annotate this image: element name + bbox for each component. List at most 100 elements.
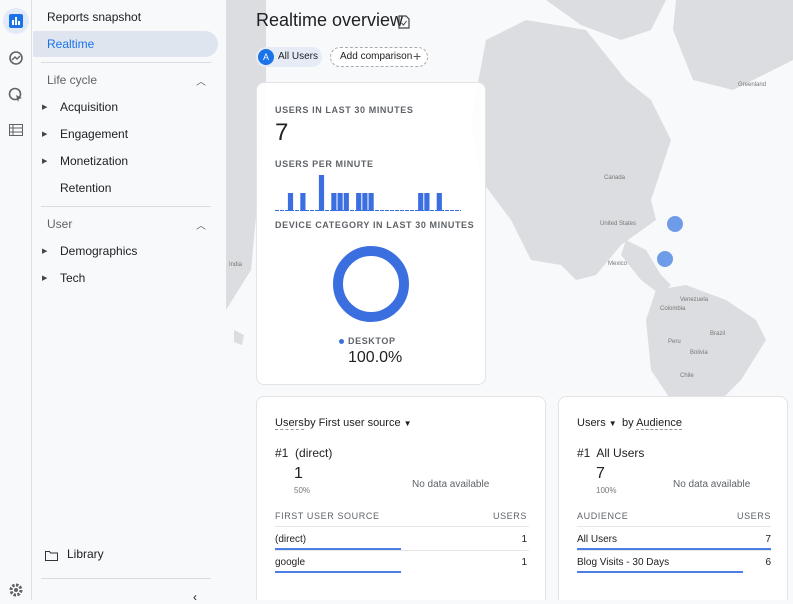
map-marker[interactable] [657, 251, 673, 267]
reports-icon[interactable] [3, 8, 29, 34]
dimension-selector[interactable]: by First user source ▼ [304, 417, 412, 429]
map-label: India [229, 262, 243, 268]
bar-minute-24[interactable] [424, 193, 430, 211]
add-comparison-label: Add comparison [340, 51, 413, 62]
map-label: Brazil [710, 331, 726, 337]
users-per-minute-chart[interactable] [275, 173, 461, 211]
row-bar [275, 571, 401, 573]
nav-acquisition[interactable]: Acquisition [60, 100, 119, 114]
divider [41, 62, 211, 63]
icon-rail [0, 0, 32, 600]
map-label: Peru [668, 339, 681, 345]
map-label: Mexico [608, 261, 628, 267]
map-landmass-arctic [546, 0, 666, 40]
map-landmass-asia [226, 0, 266, 310]
bar-minute-26[interactable] [436, 193, 442, 211]
no-data-text: No data available [412, 479, 490, 490]
list-icon[interactable] [3, 117, 29, 143]
nav-monetization[interactable]: Monetization [60, 154, 129, 168]
nav-realtime[interactable]: Realtime [33, 31, 218, 57]
divider [41, 206, 211, 207]
section-user[interactable]: User [47, 217, 73, 231]
bar-minute-4[interactable] [300, 193, 306, 211]
audience-chip[interactable]: A All Users [256, 47, 322, 67]
map-label: United States [600, 221, 637, 227]
bar-minute-13[interactable] [356, 193, 362, 211]
table-row-label[interactable]: All Users [577, 534, 618, 545]
row-bar [275, 548, 401, 550]
nav-tech[interactable]: Tech [60, 271, 86, 285]
add-comparison-button[interactable]: Add comparison + [330, 47, 428, 67]
bar-minute-11[interactable] [343, 193, 349, 211]
first-user-source-card: Users by First user source ▼ #1 (direct)… [256, 396, 546, 600]
device-value: 100.0% [348, 349, 403, 366]
chevron-up-icon[interactable]: ︿ [196, 77, 206, 88]
expand-arrow-icon[interactable]: ▶ [42, 158, 48, 165]
map-landmass-srilanka [234, 330, 244, 345]
expand-arrow-icon[interactable]: ▶ [42, 104, 48, 111]
top-item: #1 All Users [577, 446, 645, 460]
map-label: Chile [680, 373, 694, 379]
table-row-label[interactable]: google [275, 557, 306, 568]
column-header: USERS [492, 511, 527, 521]
bar-minute-15[interactable] [368, 193, 374, 211]
nav-demographics[interactable]: Demographics [60, 244, 138, 258]
bar-minute-10[interactable] [337, 193, 343, 211]
legend-dot [339, 339, 344, 344]
per-minute-label: USERS PER MINUTE [275, 159, 374, 169]
bar-minute-7[interactable] [318, 175, 325, 211]
map-landmass-central-america [621, 240, 671, 295]
top-value: 7 [596, 465, 605, 482]
top-percent: 100% [596, 486, 617, 495]
column-header: USERS [736, 511, 771, 521]
collapse-icon[interactable]: ‹ [193, 590, 197, 604]
map-label: Canada [604, 175, 626, 181]
folder-icon [45, 548, 58, 566]
nav-engagement[interactable]: Engagement [60, 127, 129, 141]
bar-minute-2[interactable] [287, 193, 294, 211]
users-label: USERS IN LAST 30 MINUTES [275, 105, 414, 115]
world-map[interactable] [226, 0, 793, 600]
map-label: Venezuela [680, 297, 709, 303]
table-row-value: 7 [765, 534, 771, 545]
users-value: 7 [275, 119, 289, 146]
top-value: 1 [294, 465, 303, 482]
top-item: #1 (direct) [275, 446, 333, 460]
map-label: Greenland [738, 82, 767, 88]
chevron-up-icon[interactable]: ︿ [196, 221, 206, 232]
nav-retention[interactable]: Retention [60, 181, 112, 195]
nav-library[interactable]: Library [67, 547, 104, 561]
table-row-label[interactable]: (direct) [275, 534, 307, 545]
device-donut-chart[interactable] [330, 243, 412, 325]
no-data-text: No data available [673, 479, 751, 490]
section-lifecycle[interactable]: Life cycle [47, 73, 98, 87]
expand-arrow-icon[interactable]: ▶ [42, 275, 48, 282]
advertising-icon[interactable] [3, 82, 29, 108]
map-landmass-north-america [471, 20, 671, 280]
metric-selector[interactable]: Users ▼ [577, 417, 617, 429]
row-bar [577, 548, 771, 550]
report-status-icon[interactable] [398, 15, 410, 34]
device-legend: DESKTOP [348, 336, 396, 346]
settings-icon[interactable] [3, 577, 29, 603]
bar-minute-9[interactable] [331, 193, 337, 211]
explore-icon[interactable] [3, 45, 29, 71]
sidebar-nav: Reports snapshot Realtime Life cycle ︿ ▶… [33, 0, 226, 604]
bar-minute-23[interactable] [418, 193, 424, 211]
divider [41, 578, 211, 579]
table-row-label[interactable]: Blog Visits - 30 Days [577, 557, 670, 568]
bar-minute-14[interactable] [362, 193, 368, 211]
metric-selector[interactable]: Users [275, 417, 304, 430]
map-marker[interactable] [667, 216, 683, 232]
audience-label: All Users [278, 51, 319, 62]
table-row-value: 1 [521, 534, 527, 545]
donut-slice-desktop [333, 246, 409, 322]
expand-arrow-icon[interactable]: ▶ [42, 131, 48, 138]
row-bar [577, 571, 744, 573]
audience-avatar: A [258, 49, 274, 65]
main-content: Greenland Canada United States Mexico Ve… [226, 0, 793, 600]
nav-reports-snapshot[interactable]: Reports snapshot [47, 10, 142, 24]
expand-arrow-icon[interactable]: ▶ [42, 248, 48, 255]
dimension-label[interactable]: by Audience [622, 417, 682, 430]
realtime-summary-card: USERS IN LAST 30 MINUTES 7 USERS PER MIN… [256, 82, 486, 385]
